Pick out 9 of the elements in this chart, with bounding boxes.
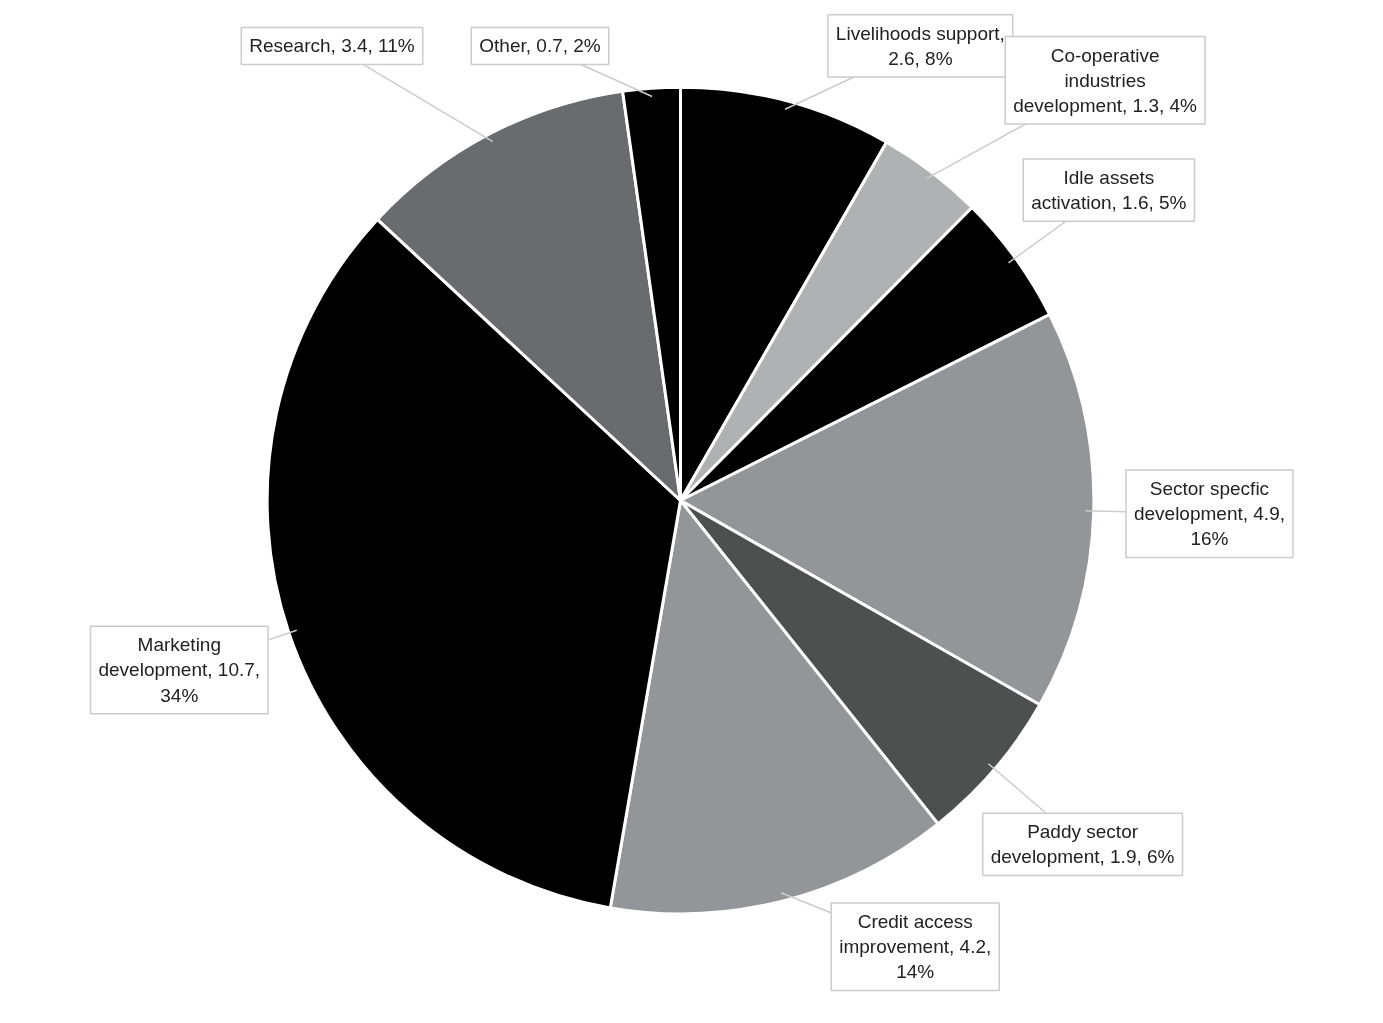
slice-label: Idle assets activation, 1.6, 5% — [1031, 166, 1187, 214]
slice-label: Co-operative industries development, 1.3, 4% — [1013, 44, 1198, 116]
slice-label: Other, 0.7, 2% — [479, 35, 601, 57]
slice-label: Livelihoods support, 2.6, 8% — [835, 22, 1005, 70]
slice-label: Paddy sector development, 1.9, 6% — [990, 821, 1175, 868]
slice-label: Marketing development, 10.7, 34% — [98, 634, 261, 706]
slice-label: Credit access improvement, 4.2, 14% — [839, 911, 992, 983]
slice-label: Sector specfic development, 4.9, 16% — [1133, 478, 1285, 550]
slice-label: Research, 3.4, 11% — [249, 35, 415, 57]
